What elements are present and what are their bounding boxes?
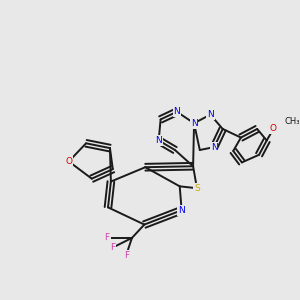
Text: F: F [124,251,129,260]
Text: F: F [110,243,116,252]
Text: F: F [104,233,110,242]
Text: O: O [65,157,72,166]
Text: N: N [211,142,217,152]
Text: N: N [155,136,162,145]
Text: N: N [207,110,214,119]
Text: CH₃: CH₃ [285,117,300,126]
Text: N: N [191,119,197,128]
Text: N: N [173,107,180,116]
Text: N: N [178,206,185,215]
Text: S: S [194,184,200,193]
Text: O: O [270,124,277,134]
